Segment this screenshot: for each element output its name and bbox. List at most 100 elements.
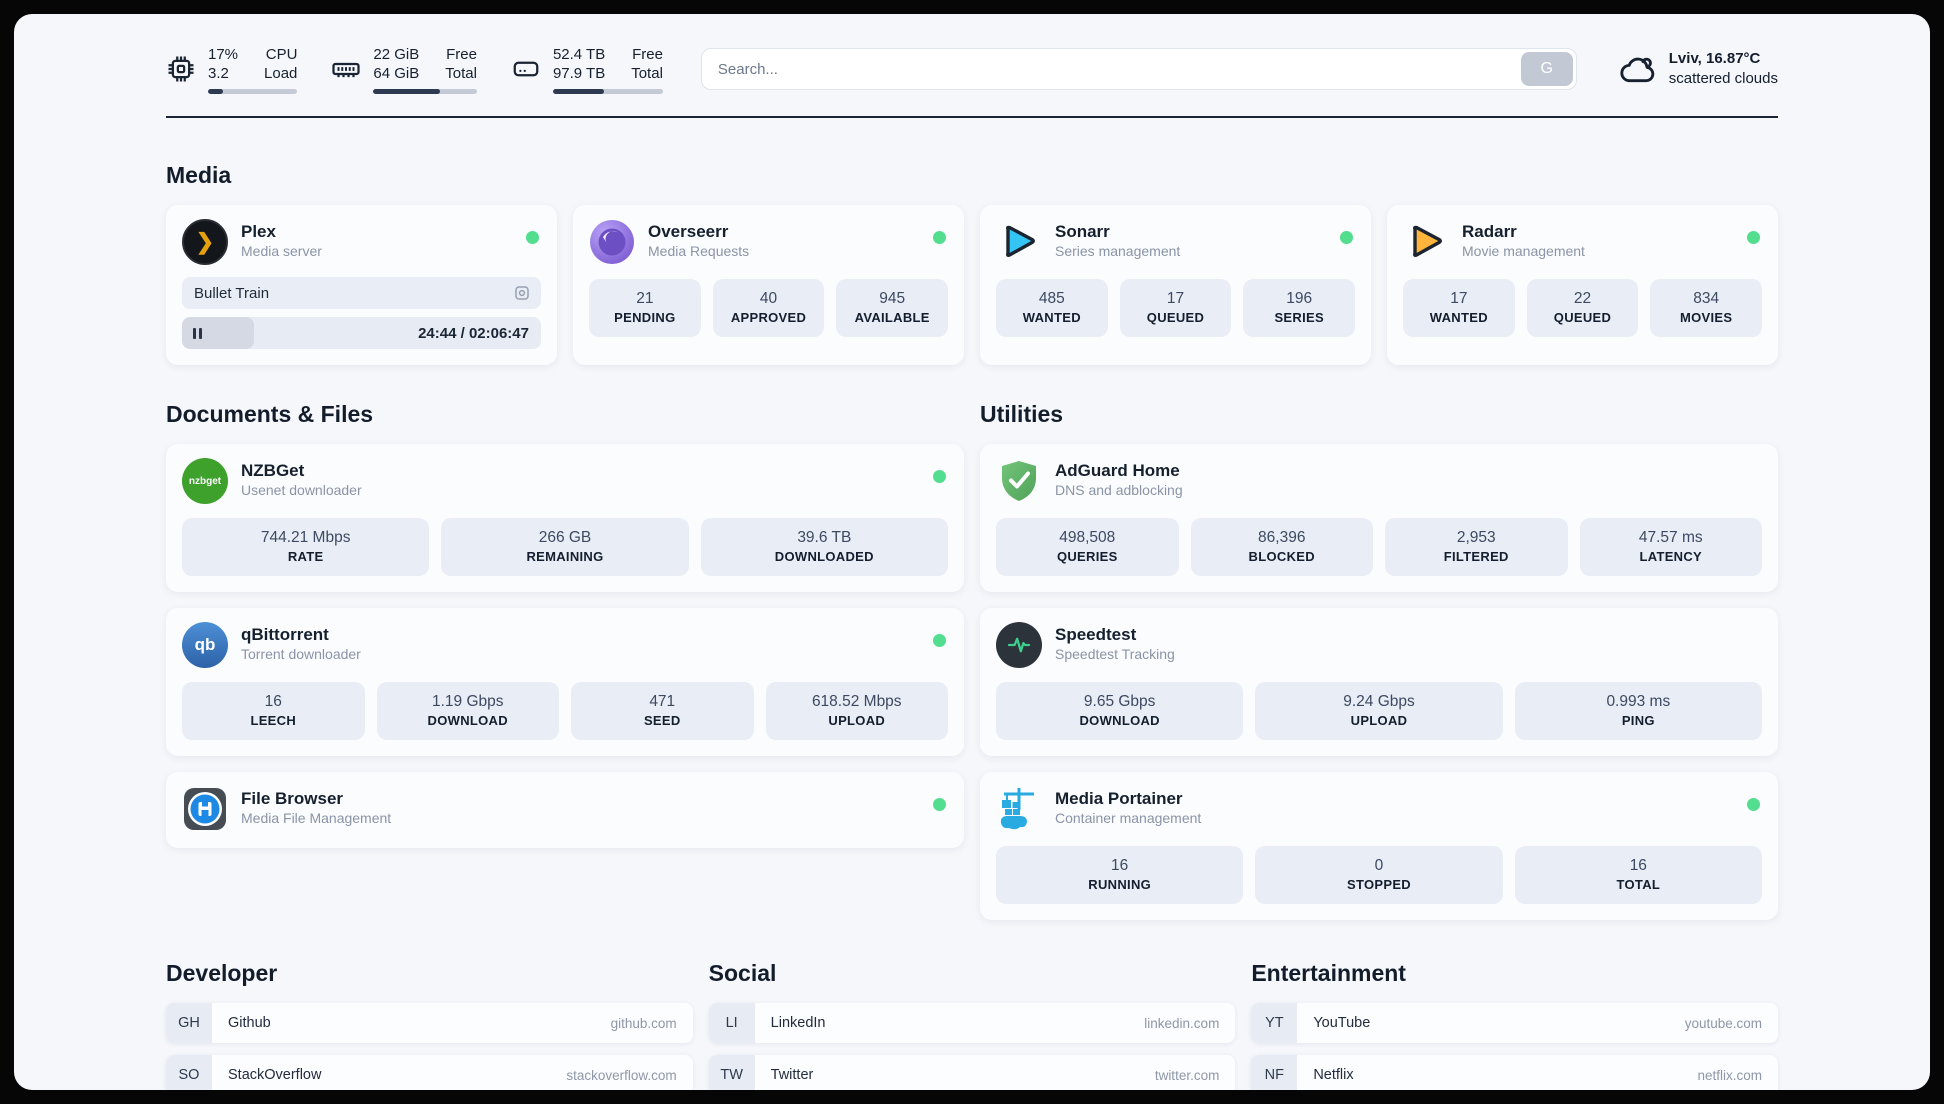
ram-label-1: Free [446,45,477,63]
bookmark-name: StackOverflow [228,1067,322,1083]
bookmark-youtube[interactable]: YT YouTube youtube.com [1251,1003,1778,1043]
status-dot-online [933,798,946,811]
disk-progress-track [552,88,663,94]
cpu-percent: 17% [208,45,239,63]
search-container: G [700,48,1577,90]
playback-time: 24:44 / 02:06:47 [418,324,529,342]
bookmark-stackoverflow[interactable]: SO StackOverflow stackoverflow.com [166,1055,693,1090]
section-title-utilities: Utilities [980,401,1064,427]
media-grid: ❯ Plex Media server Bullet Train 24:44 /… [166,205,1778,365]
ram-stat: 22 GiB 64 GiB Free Total [331,45,477,94]
docs-column: Documents & Files nzbget NZBGet Usenet d… [166,365,964,848]
cpu-label-1: CPU [265,45,298,63]
bookmark-name: YouTube [1313,1015,1371,1031]
stat-pill: 266 GB REMAINING [441,518,689,576]
stat-pill: 498,508 QUERIES [996,518,1179,576]
app-card-sonarr[interactable]: Sonarr Series management 485 WANTED 17 Q… [980,205,1371,365]
weather-location: Lviv, 16.87°C [1668,50,1761,67]
stat-pill: 16 TOTAL [1514,846,1762,904]
stat-pill: 17 WANTED [1403,279,1515,337]
bookmark-name: Github [228,1015,271,1031]
app-card-filebrowser[interactable]: File Browser Media File Management [166,772,964,848]
stat-pill: 471 SEED [571,682,754,740]
status-dot-online [933,470,946,483]
disk-stat: 52.4 TB 97.9 TB Free Total [511,45,663,94]
cpu-icon [168,56,194,82]
bookmark-github[interactable]: GH Github github.com [166,1003,693,1043]
app-name: Speedtest [1055,625,1137,644]
app-card-adguard[interactable]: AdGuard Home DNS and adblocking 498,508 … [980,444,1778,592]
bookmark-name: LinkedIn [770,1015,826,1031]
bookmark-abbr: YT [1251,1003,1298,1043]
header-bar: 17% 3.2 CPU Load [166,40,1778,98]
stat-pill: 196 SERIES [1243,279,1356,337]
app-card-overseerr[interactable]: Overseerr Media Requests 21 PENDING 40 A… [573,205,964,365]
app-card-qbittorrent[interactable]: qb qBittorrent Torrent downloader 16 LEE… [166,608,964,756]
app-name: Media Portainer [1055,789,1183,808]
app-card-plex[interactable]: ❯ Plex Media server Bullet Train 24:44 /… [166,205,557,365]
now-playing-title: Bullet Train [194,284,270,302]
status-dot-online [526,231,539,244]
bookmark-name: Twitter [770,1067,814,1083]
stat-pill: 39.6 TB DOWNLOADED [700,518,948,576]
stat-pill: 2,953 FILTERED [1385,518,1568,576]
playback-progress: 24:44 / 02:06:47 [182,317,541,349]
stat-pill: 945 AVAILABLE [836,279,949,337]
stat-pill: 1.19 Gbps DOWNLOAD [376,682,559,740]
app-subtitle: Speedtest Tracking [1055,646,1175,662]
disk-label-1: Free [632,45,663,63]
playback-progress-fill [182,317,254,349]
app-name: qBittorrent [241,625,329,644]
stat-pill: 834 MOVIES [1650,279,1763,337]
overseerr-icon [589,219,635,265]
speedtest-icon [996,622,1042,668]
bookmark-url: github.com [610,1015,677,1031]
bookmark-url: stackoverflow.com [566,1067,677,1083]
stat-pill: 9.24 Gbps UPLOAD [1255,682,1503,740]
app-card-radarr[interactable]: Radarr Movie management 17 WANTED 22 QUE… [1387,205,1778,365]
dashboard-page: 17% 3.2 CPU Load [14,14,1930,1090]
plex-icon: ❯ [182,219,228,265]
stat-pill: 744.21 Mbps RATE [182,518,430,576]
bookmark-abbr: TW [708,1055,755,1090]
status-dot-online [933,231,946,244]
cpu-progress-track [208,88,298,94]
ram-icon [332,62,361,78]
stat-pill: 16 LEECH [182,682,365,740]
header-divider [166,116,1778,118]
bookmark-url: netflix.com [1697,1067,1762,1083]
bookmark-twitter[interactable]: TW Twitter twitter.com [708,1055,1236,1090]
stat-pill: 485 WANTED [996,279,1108,337]
disk-icon [513,61,539,77]
stat-pill: 618.52 Mbps UPLOAD [765,682,948,740]
search-engine-button[interactable]: G [1520,52,1573,86]
weather-condition: scattered clouds [1668,70,1778,87]
app-name: AdGuard Home [1055,461,1180,480]
ram-label-2: Total [445,64,477,82]
bookmark-netflix[interactable]: NF Netflix netflix.com [1251,1055,1778,1090]
app-card-speedtest[interactable]: Speedtest Speedtest Tracking 9.65 Gbps D… [980,608,1778,756]
links-column-social: Social LI LinkedIn linkedin.com TW Twitt… [708,960,1236,1090]
bookmark-linkedin[interactable]: LI LinkedIn linkedin.com [708,1003,1236,1043]
app-card-nzbget[interactable]: nzbget NZBGet Usenet downloader 744.21 M… [166,444,964,592]
app-subtitle: Usenet downloader [241,482,362,498]
stat-pill: 17 QUEUED [1119,279,1232,337]
section-title-media: Media [166,162,232,188]
section-title-docs: Documents & Files [166,401,374,427]
portainer-icon [996,786,1042,832]
weather-widget: Lviv, 16.87°C scattered clouds [1617,49,1778,89]
adguard-icon [996,458,1042,504]
app-subtitle: Media server [241,243,322,259]
cpu-progress-fill [208,88,224,94]
poster-icon[interactable] [513,284,531,302]
pause-icon [193,327,202,339]
app-subtitle: Media File Management [241,810,392,826]
bookmark-abbr: LI [708,1003,755,1043]
ram-progress-track [373,88,477,94]
app-name: Radarr [1462,222,1517,241]
status-dot-online [1340,231,1353,244]
app-card-portainer[interactable]: Media Portainer Container management 16 … [980,772,1778,920]
search-input[interactable] [700,48,1577,90]
app-name: NZBGet [241,461,305,480]
